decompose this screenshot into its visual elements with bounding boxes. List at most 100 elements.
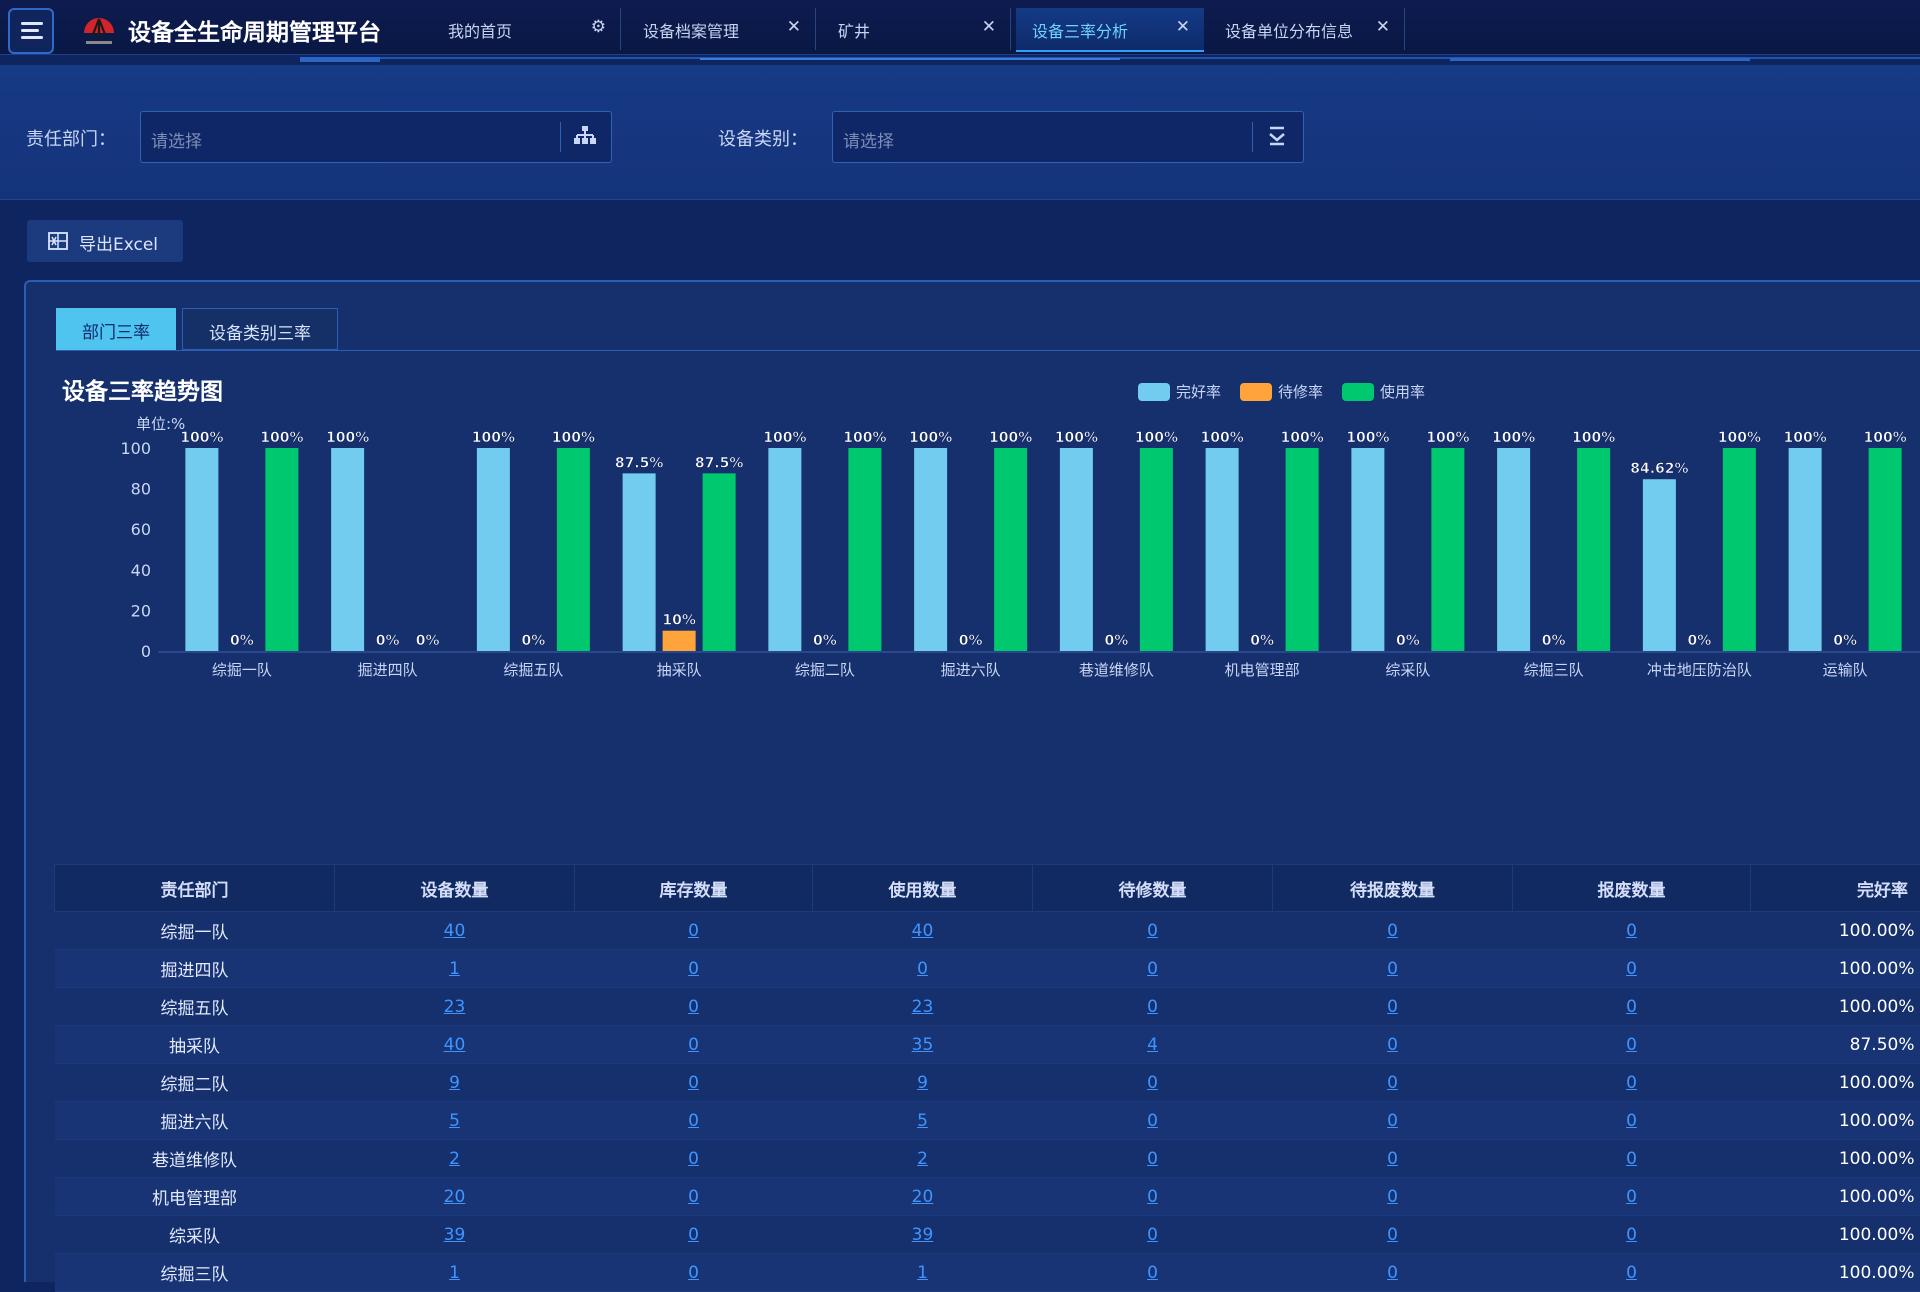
tab-unit-distribution[interactable]: 设备单位分布信息 ✕ [1209, 8, 1405, 50]
count-link[interactable]: 4 [1147, 1035, 1158, 1055]
count-link[interactable]: 40 [444, 1035, 466, 1055]
tab-equipment-archive[interactable]: 设备档案管理 ✕ [627, 8, 816, 50]
count-link[interactable]: 5 [449, 1111, 460, 1131]
count-link[interactable]: 2 [917, 1149, 928, 1169]
count-link[interactable]: 0 [1626, 997, 1637, 1017]
bar-use [557, 448, 590, 651]
close-icon[interactable]: ✕ [982, 17, 996, 37]
data-label: 100% [1135, 430, 1178, 446]
count-link[interactable]: 0 [1626, 1035, 1637, 1055]
column-header: 待修数量 [1033, 865, 1273, 912]
data-label: 100% [260, 430, 303, 446]
y-tick-label: 100 [120, 439, 151, 458]
count-cell: 35 [813, 1026, 1033, 1064]
x-tick-label: 掘进六队 [941, 661, 1001, 679]
menu-toggle-button[interactable] [8, 8, 54, 54]
count-link[interactable]: 0 [1147, 1073, 1158, 1093]
close-icon[interactable]: ✕ [787, 17, 801, 37]
count-link[interactable]: 0 [1147, 1225, 1158, 1245]
count-link[interactable]: 2 [449, 1149, 460, 1169]
count-link[interactable]: 0 [1387, 1187, 1398, 1207]
count-link[interactable]: 0 [1626, 1187, 1637, 1207]
tab-label: 设备类别三率 [183, 319, 337, 344]
count-link[interactable]: 39 [444, 1225, 466, 1245]
count-cell: 0 [1513, 950, 1751, 988]
count-link[interactable]: 0 [1387, 921, 1398, 941]
count-link[interactable]: 39 [912, 1225, 934, 1245]
count-link[interactable]: 0 [688, 921, 699, 941]
count-link[interactable]: 9 [917, 1073, 928, 1093]
count-link[interactable]: 0 [1147, 1187, 1158, 1207]
dropdown-icon[interactable] [1265, 124, 1289, 148]
count-link[interactable]: 20 [444, 1187, 466, 1207]
gear-icon[interactable]: ⚙ [591, 17, 606, 37]
tab-home[interactable]: 我的首页 ⚙ [432, 8, 621, 50]
count-link[interactable]: 0 [1387, 1111, 1398, 1131]
count-link[interactable]: 0 [1147, 1111, 1158, 1131]
bar-good [185, 448, 218, 651]
close-icon[interactable]: ✕ [1176, 17, 1190, 37]
x-tick-label: 抽采队 [657, 661, 702, 679]
count-link[interactable]: 0 [1626, 959, 1637, 979]
count-link[interactable]: 0 [1626, 1225, 1637, 1245]
count-link[interactable]: 0 [1626, 921, 1637, 941]
count-link[interactable]: 0 [1147, 921, 1158, 941]
count-link[interactable]: 0 [688, 997, 699, 1017]
count-cell: 0 [1513, 1140, 1751, 1178]
count-cell: 0 [575, 1026, 813, 1064]
tab-dept-three-rate[interactable]: 部门三率 [56, 308, 176, 350]
count-link[interactable]: 0 [1387, 997, 1398, 1017]
count-cell: 0 [1033, 988, 1273, 1026]
count-link[interactable]: 23 [912, 997, 934, 1017]
count-link[interactable]: 5 [917, 1111, 928, 1131]
count-link[interactable]: 0 [1387, 1149, 1398, 1169]
org-tree-icon[interactable] [573, 124, 597, 148]
top-bar: 设备全生命周期管理平台 我的首页 ⚙ 设备档案管理 ✕ 矿井 ✕ 设备三率分析 … [0, 0, 1920, 55]
count-link[interactable]: 23 [444, 997, 466, 1017]
data-label: 0% [1104, 633, 1128, 649]
data-label: 100% [180, 430, 223, 446]
count-link[interactable]: 0 [688, 1073, 699, 1093]
count-link[interactable]: 0 [1387, 1035, 1398, 1055]
data-label: 0% [521, 633, 545, 649]
count-link[interactable]: 0 [1147, 997, 1158, 1017]
count-link[interactable]: 20 [912, 1187, 934, 1207]
dept-select[interactable]: 请选择 [140, 111, 612, 163]
count-link[interactable]: 0 [688, 1187, 699, 1207]
count-link[interactable]: 1 [449, 959, 460, 979]
count-cell: 5 [335, 1102, 575, 1140]
count-link[interactable]: 0 [1387, 1073, 1398, 1093]
dept-select-placeholder: 请选择 [151, 127, 202, 152]
data-label: 0% [1396, 633, 1420, 649]
bar-good [1206, 448, 1239, 651]
count-link[interactable]: 0 [688, 1149, 699, 1169]
count-link[interactable]: 0 [1626, 1073, 1637, 1093]
count-link[interactable]: 0 [688, 959, 699, 979]
close-icon[interactable]: ✕ [1376, 17, 1390, 37]
tab-type-three-rate[interactable]: 设备类别三率 [182, 308, 338, 350]
count-link[interactable]: 0 [917, 959, 928, 979]
tab-mine[interactable]: 矿井 ✕ [822, 8, 1011, 50]
count-link[interactable]: 0 [688, 1035, 699, 1055]
data-label: 100% [1572, 430, 1615, 446]
count-link[interactable]: 0 [1387, 1225, 1398, 1245]
type-select[interactable]: 请选择 [832, 111, 1304, 163]
count-link[interactable]: 0 [1147, 959, 1158, 979]
data-label: 100% [989, 430, 1032, 446]
export-excel-button[interactable]: 导出Excel [27, 220, 183, 262]
count-link[interactable]: 40 [912, 921, 934, 941]
count-link[interactable]: 0 [1387, 959, 1398, 979]
count-link[interactable]: 0 [1626, 1111, 1637, 1131]
count-link[interactable]: 0 [688, 1225, 699, 1245]
count-link[interactable]: 40 [444, 921, 466, 941]
count-link[interactable]: 0 [1147, 1149, 1158, 1169]
data-label: 100% [1492, 430, 1535, 446]
count-link[interactable]: 9 [449, 1073, 460, 1093]
count-link[interactable]: 35 [912, 1035, 934, 1055]
count-cell: 0 [575, 1064, 813, 1102]
tab-three-rate-analysis[interactable]: 设备三率分析 ✕ [1016, 8, 1204, 52]
count-link[interactable]: 0 [1626, 1149, 1637, 1169]
count-link[interactable]: 0 [688, 1111, 699, 1131]
